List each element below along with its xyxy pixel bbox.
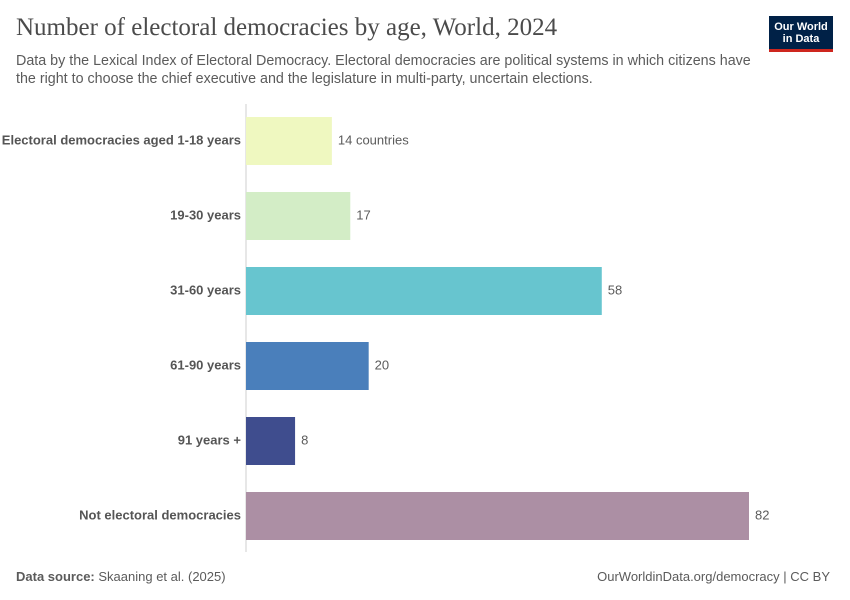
value-label: 82 xyxy=(755,507,769,522)
category-label: Electoral democracies aged 1-18 years xyxy=(2,132,241,147)
source-label: Data source: xyxy=(16,569,95,584)
bar xyxy=(246,192,351,240)
value-label: 20 xyxy=(375,357,389,372)
source: Data source: Skaaning et al. (2025) xyxy=(16,569,226,584)
title: Number of electoral democracies by age, … xyxy=(16,14,558,41)
value-label: 17 xyxy=(356,207,370,222)
category-label: Not electoral democracies xyxy=(79,507,241,522)
logo-text: Our World xyxy=(774,21,828,33)
bar xyxy=(246,417,296,465)
category-label: 31-60 years xyxy=(170,282,241,297)
bar xyxy=(246,492,749,540)
url[interactable]: OurWorldinData.org/democracy | CC BY xyxy=(597,569,830,584)
value-label: 58 xyxy=(608,282,622,297)
value-label: 14 countries xyxy=(338,132,409,147)
category-label: 19-30 years xyxy=(170,207,241,222)
logo[interactable]: Our World in Data xyxy=(769,16,833,52)
value-label: 8 xyxy=(301,432,308,447)
logo-text: in Data xyxy=(782,33,820,45)
category-label: 61-90 years xyxy=(170,357,241,372)
source-text: Skaaning et al. (2025) xyxy=(98,569,226,584)
bar xyxy=(246,117,332,165)
bar xyxy=(246,342,369,390)
category-label: 91 years + xyxy=(178,432,242,447)
bar xyxy=(246,267,602,315)
subtitle: Data by the Lexical Index of Electoral D… xyxy=(16,53,751,87)
